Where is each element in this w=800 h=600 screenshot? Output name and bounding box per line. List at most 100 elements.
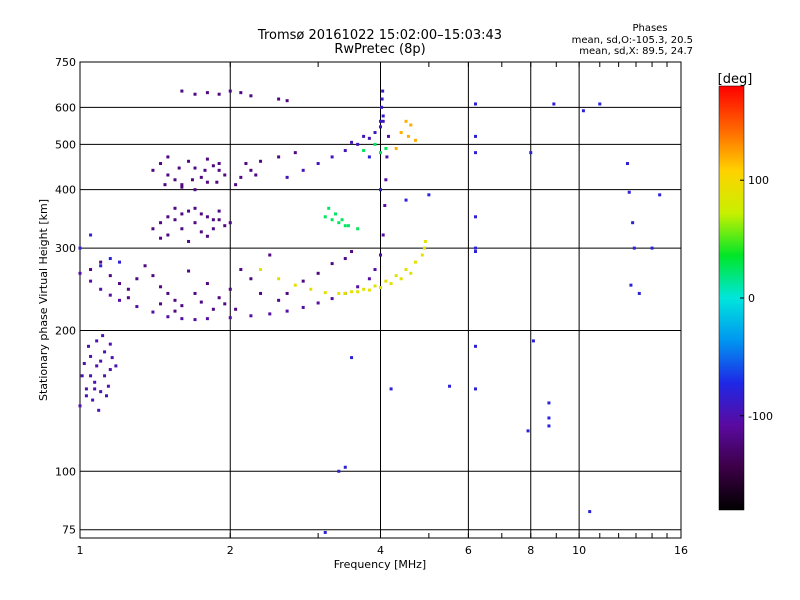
- data-point: [650, 246, 654, 250]
- data-point: [427, 193, 431, 197]
- data-point: [350, 250, 354, 254]
- data-point: [244, 162, 248, 166]
- data-point: [78, 246, 82, 250]
- data-point: [95, 364, 99, 368]
- data-point: [97, 408, 101, 412]
- data-point: [199, 230, 203, 234]
- data-point: [99, 260, 103, 264]
- data-point: [277, 155, 281, 159]
- data-point: [581, 109, 585, 113]
- data-point: [159, 236, 163, 240]
- data-point: [473, 102, 477, 106]
- data-point: [293, 151, 297, 155]
- data-point: [367, 136, 371, 140]
- data-points: [78, 89, 662, 534]
- data-point: [211, 218, 215, 222]
- data-point: [159, 302, 163, 306]
- data-point: [180, 304, 184, 308]
- x-tick-label: 16: [674, 544, 688, 557]
- data-point: [473, 215, 477, 219]
- data-point: [293, 283, 297, 287]
- data-point: [337, 291, 341, 295]
- data-point: [78, 271, 82, 275]
- data-point: [631, 221, 635, 225]
- data-point: [89, 233, 93, 237]
- data-point: [330, 218, 334, 222]
- data-point: [159, 221, 163, 225]
- data-point: [330, 155, 334, 159]
- data-point: [193, 166, 197, 170]
- data-point: [187, 209, 191, 213]
- data-point: [205, 157, 209, 161]
- data-point: [404, 198, 408, 202]
- data-point: [99, 390, 103, 394]
- data-point: [381, 119, 385, 123]
- data-point: [239, 175, 243, 179]
- data-point: [394, 274, 398, 278]
- x-axis-ticks: 1 2 4 6 8 10 16: [77, 62, 688, 557]
- data-point: [193, 206, 197, 210]
- data-point: [106, 384, 110, 388]
- data-point: [330, 297, 334, 301]
- data-point: [406, 134, 410, 138]
- data-point: [203, 168, 207, 172]
- data-point: [362, 287, 366, 291]
- data-point: [108, 293, 112, 297]
- colorbar-label: [deg]: [718, 72, 753, 87]
- data-point: [228, 89, 232, 93]
- data-point: [108, 342, 112, 346]
- data-point: [118, 282, 122, 286]
- data-point: [316, 301, 320, 305]
- data-point: [91, 398, 95, 402]
- data-point: [173, 206, 177, 210]
- data-point: [350, 356, 354, 360]
- data-point: [632, 246, 636, 250]
- data-point: [448, 384, 452, 388]
- data-point: [166, 315, 170, 319]
- colorbar-tick-label: -100: [748, 410, 773, 423]
- data-point: [180, 183, 184, 187]
- data-point: [199, 300, 203, 304]
- data-point: [373, 268, 377, 272]
- data-point: [89, 354, 93, 358]
- data-point: [180, 185, 184, 189]
- data-point: [135, 305, 139, 309]
- data-point: [93, 387, 97, 391]
- data-point: [101, 334, 105, 338]
- data-point: [223, 173, 227, 177]
- data-point: [384, 279, 388, 283]
- data-point: [151, 227, 155, 231]
- data-point: [386, 134, 390, 138]
- data-point: [249, 94, 253, 98]
- data-point: [259, 268, 263, 272]
- data-point: [166, 233, 170, 237]
- data-point: [343, 257, 347, 261]
- data-point: [234, 183, 238, 187]
- data-point: [228, 287, 232, 291]
- data-point: [173, 298, 177, 302]
- data-point: [409, 271, 413, 275]
- data-point: [473, 151, 477, 155]
- data-point: [337, 221, 341, 225]
- data-point: [159, 285, 163, 289]
- colorbar-tick-label: 0: [748, 292, 755, 305]
- data-point: [84, 394, 88, 398]
- data-point: [99, 264, 103, 268]
- x-tick-label: 6: [465, 544, 472, 557]
- data-point: [249, 277, 253, 281]
- data-point: [277, 97, 281, 101]
- data-point: [193, 318, 197, 322]
- data-point: [379, 253, 382, 257]
- data-point: [547, 401, 551, 405]
- data-point: [166, 155, 170, 159]
- y-tick-label: 75: [62, 524, 76, 537]
- data-point: [277, 298, 281, 302]
- data-point: [422, 246, 426, 250]
- data-point: [373, 131, 377, 135]
- data-point: [93, 380, 97, 384]
- data-point: [166, 291, 170, 295]
- data-point: [108, 257, 112, 261]
- data-point: [285, 291, 289, 295]
- x-tick-label: 4: [377, 544, 384, 557]
- x-tick-label: 8: [527, 544, 534, 557]
